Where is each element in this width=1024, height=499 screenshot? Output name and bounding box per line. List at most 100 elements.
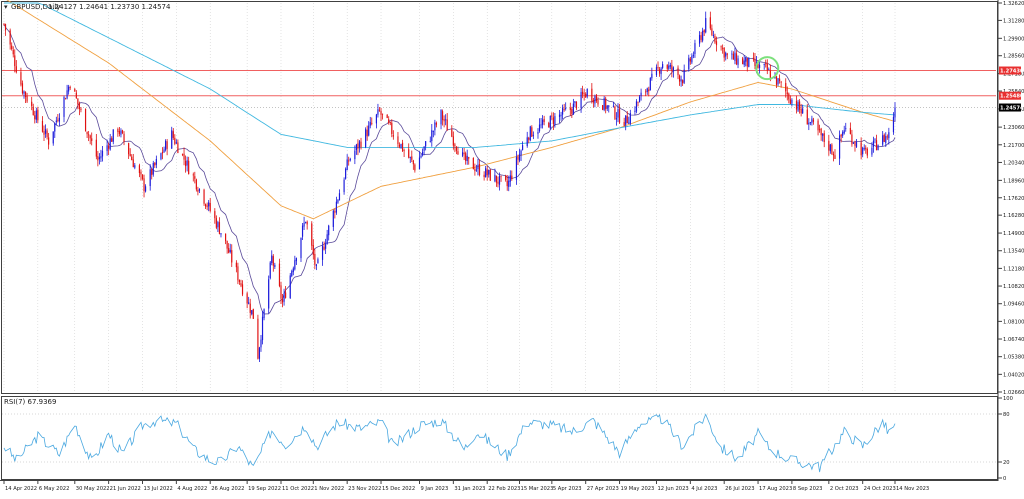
candle-body: [389, 122, 391, 124]
y-tick-label: 1.28560: [1003, 54, 1024, 60]
candle-body: [305, 222, 307, 223]
candle-body: [774, 77, 776, 78]
candle-body: [369, 122, 371, 126]
candle-body: [261, 316, 264, 341]
candle-body: [301, 225, 304, 237]
y-tick-label: 1.02660: [1003, 390, 1024, 396]
candle-body: [683, 69, 685, 83]
candle-body: [441, 111, 444, 120]
candle-body: [737, 58, 739, 65]
candle-body: [300, 237, 302, 259]
candle-body: [106, 145, 108, 152]
candle-body: [198, 188, 201, 191]
candle-body: [785, 83, 787, 92]
candle-body: [177, 142, 179, 154]
candle-body: [731, 53, 733, 55]
candle-body: [845, 128, 847, 130]
candle-body: [429, 141, 431, 142]
candle-body: [862, 147, 864, 155]
candle-body: [257, 318, 259, 359]
candle-body: [343, 179, 345, 193]
candle-body: [58, 117, 60, 122]
candle-body: [819, 129, 821, 131]
candle-body: [24, 91, 27, 97]
candle-body: [64, 98, 67, 100]
candle-body: [141, 174, 144, 179]
x-tick-label: 8 Sep 2023: [793, 486, 823, 492]
x-tick-label: 30 May 2022: [76, 486, 110, 492]
x-tick-label: 12 Jun 2023: [657, 486, 688, 492]
candle-body: [23, 91, 25, 94]
candle-body: [360, 141, 362, 148]
candle-body: [231, 250, 233, 263]
candle-body: [409, 157, 411, 158]
candle-body: [888, 132, 890, 139]
candle-body: [475, 169, 478, 171]
candle-body: [366, 129, 368, 137]
candle-body: [743, 60, 745, 65]
candle-body: [585, 93, 587, 98]
candle-body: [388, 119, 390, 123]
candle-body: [528, 137, 530, 140]
chart-collapse-icon[interactable]: ▾: [4, 3, 8, 11]
candle-body: [357, 143, 359, 149]
candle-body: [326, 234, 328, 245]
candle-body: [742, 58, 744, 65]
x-tick-label: 2 Oct 2023: [830, 486, 859, 492]
candle-body: [117, 129, 119, 133]
candle-body: [144, 186, 147, 192]
candle-body: [175, 142, 177, 144]
chart-symbol-title: GBPUSD,Daily: [11, 3, 60, 11]
candle-body: [823, 133, 825, 143]
candle-body: [274, 264, 276, 267]
candle-body: [582, 91, 584, 95]
candle-body: [691, 55, 693, 63]
candle-body: [398, 144, 401, 147]
candle-body: [171, 130, 173, 149]
candle-body: [602, 105, 604, 110]
candle-body: [866, 148, 868, 156]
candle-body: [401, 142, 404, 151]
candle-body: [735, 53, 738, 65]
candle-body: [311, 223, 313, 246]
candle-body: [892, 116, 895, 133]
candle-body: [669, 65, 671, 67]
candle-body: [445, 119, 447, 121]
candle-body: [558, 114, 561, 117]
candle-body: [709, 17, 711, 29]
candle-body: [682, 80, 684, 84]
candle-body: [281, 299, 284, 303]
candle-body: [109, 138, 111, 150]
candle-body: [75, 92, 77, 99]
candle-body: [184, 160, 187, 167]
candle-body: [194, 176, 196, 179]
candle-body: [849, 127, 851, 134]
candle-body: [677, 67, 679, 76]
candle-body: [531, 127, 533, 137]
candle-body: [586, 88, 588, 97]
candle-body: [698, 35, 701, 44]
y-tick-label: 1.29900: [1003, 36, 1024, 42]
candle-body: [325, 244, 327, 249]
candle-body: [580, 91, 582, 108]
candle-body: [852, 142, 855, 144]
candle-body: [152, 163, 154, 175]
candle-body: [542, 119, 544, 125]
candle-body: [63, 97, 65, 117]
candle-body: [358, 141, 361, 148]
candle-body: [883, 134, 885, 142]
candle-body: [483, 174, 485, 178]
candle-body: [408, 149, 410, 158]
candle-body: [371, 122, 373, 124]
candle-body: [246, 293, 248, 304]
price-tag: [999, 66, 1021, 75]
candle-body: [131, 156, 133, 161]
candle-body: [446, 119, 448, 131]
candle-body: [88, 134, 90, 136]
candle-body: [797, 102, 799, 111]
candle-body: [732, 53, 735, 60]
ma-slow-line: [4, 2, 896, 148]
candle-body: [526, 137, 528, 146]
candle-body: [715, 41, 718, 46]
candle-body: [355, 144, 357, 151]
